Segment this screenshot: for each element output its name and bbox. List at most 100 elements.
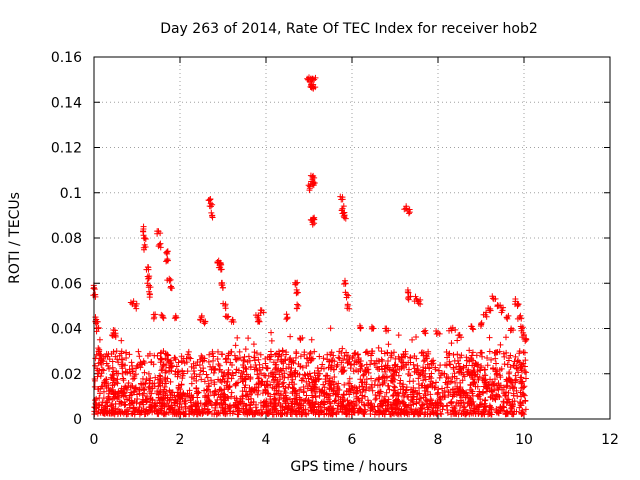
data-point: [521, 349, 528, 356]
data-point: [265, 390, 272, 397]
data-point: [118, 361, 125, 368]
data-point: [150, 361, 157, 368]
data-point: [479, 388, 486, 395]
data-point: [421, 411, 428, 418]
data-point: [336, 355, 343, 362]
data-point: [165, 409, 172, 416]
data-point: [209, 348, 216, 355]
data-point: [391, 387, 398, 394]
data-point: [398, 357, 405, 364]
data-point: [186, 354, 193, 361]
data-point: [497, 374, 504, 381]
data-point: [152, 374, 159, 381]
data-point: [379, 381, 386, 388]
data-point: [99, 383, 106, 390]
data-point: [169, 406, 176, 413]
data-point: [504, 399, 511, 406]
data-point: [136, 386, 143, 393]
data-point: [264, 365, 271, 372]
data-point: [129, 382, 136, 389]
data-point: [157, 391, 164, 398]
data-point: [444, 409, 451, 416]
data-point: [190, 360, 197, 367]
data-point: [151, 352, 158, 359]
data-point: [410, 384, 417, 391]
data-point: [256, 410, 263, 417]
data-point: [309, 399, 316, 406]
y-tick-label: 0.08: [51, 231, 82, 247]
data-point: [167, 357, 174, 364]
data-point: [111, 327, 118, 334]
data-point: [367, 411, 374, 418]
data-point: [118, 337, 125, 344]
data-point: [310, 410, 317, 417]
data-point: [432, 399, 439, 406]
data-point: [400, 381, 407, 388]
data-point: [122, 349, 129, 356]
data-point: [127, 392, 134, 399]
data-point: [212, 404, 219, 411]
data-point: [480, 409, 487, 416]
data-point: [175, 359, 182, 366]
data-point: [372, 392, 379, 399]
data-point: [331, 373, 338, 380]
data-point: [144, 393, 151, 400]
data-point: [477, 367, 484, 374]
data-point: [482, 396, 489, 403]
data-point: [346, 305, 353, 312]
data-point: [194, 411, 201, 418]
data-point: [504, 361, 511, 368]
data-point: [479, 376, 486, 383]
data-point: [411, 365, 418, 372]
data-point: [198, 406, 205, 413]
data-point: [143, 406, 150, 413]
data-point: [214, 396, 221, 403]
y-tick-label: 0.04: [51, 322, 82, 338]
data-point: [503, 349, 510, 356]
data-point: [168, 389, 175, 396]
data-point: [352, 349, 359, 356]
data-point: [255, 317, 262, 324]
data-point: [154, 230, 161, 237]
data-point: [451, 391, 458, 398]
data-point: [218, 387, 225, 394]
data-point: [364, 348, 371, 355]
data-point: [312, 74, 319, 81]
data-point: [410, 401, 417, 408]
data-point: [380, 399, 387, 406]
data-point: [143, 376, 150, 383]
data-point: [262, 372, 269, 379]
data-point: [141, 241, 148, 248]
data-point: [159, 395, 166, 402]
data-point: [338, 359, 345, 366]
data-point: [204, 410, 211, 417]
data-point: [294, 289, 301, 296]
data-point: [425, 404, 432, 411]
data-point: [309, 75, 316, 82]
data-point: [311, 180, 318, 187]
data-point: [283, 395, 290, 402]
data-point: [414, 362, 421, 369]
data-point: [430, 360, 437, 367]
data-point: [385, 341, 392, 348]
data-point: [275, 381, 282, 388]
data-point: [423, 384, 430, 391]
data-point: [326, 399, 333, 406]
data-point: [208, 366, 215, 373]
data-point: [518, 385, 525, 392]
data-point: [507, 352, 514, 359]
data-point: [322, 376, 329, 383]
data-point: [342, 411, 349, 418]
data-point: [130, 298, 137, 305]
data-point: [521, 383, 528, 390]
data-point: [414, 391, 421, 398]
data-point: [279, 380, 286, 387]
data-point: [296, 400, 303, 407]
data-point: [494, 301, 501, 308]
data-point: [252, 361, 259, 368]
data-point: [146, 380, 153, 387]
data-point: [282, 398, 289, 405]
data-point: [486, 348, 493, 355]
data-point: [456, 386, 463, 393]
